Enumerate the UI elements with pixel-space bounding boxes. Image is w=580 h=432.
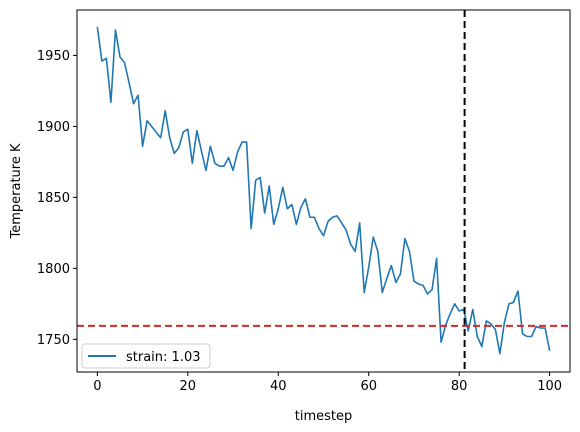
y-tick-label: 1950 [37, 49, 70, 64]
x-tick-label: 0 [93, 379, 101, 394]
x-tick-label: 80 [451, 379, 468, 394]
x-axis: 0 20 40 60 80 100 [93, 372, 562, 394]
legend-label: strain: 1.03 [126, 350, 201, 365]
plot-frame [76, 9, 571, 373]
plot-content [77, 10, 570, 372]
y-tick-label: 1900 [37, 120, 70, 135]
legend: strain: 1.03 [81, 343, 211, 369]
x-tick-label: 60 [360, 379, 377, 394]
x-axis-label: timestep [295, 409, 353, 424]
legend-box [81, 343, 211, 369]
series-line-0 [96, 26, 551, 355]
x-tick-label: 100 [537, 379, 562, 394]
y-axis: 1750 1800 1850 1900 1950 [37, 49, 77, 348]
y-tick-label: 1750 [37, 333, 70, 348]
x-tick-label: 20 [180, 379, 197, 394]
y-tick-label: 1850 [37, 191, 70, 206]
y-tick-label: 1800 [37, 262, 70, 277]
y-axis-label: Temperature K [9, 143, 24, 239]
x-tick-label: 40 [270, 379, 287, 394]
